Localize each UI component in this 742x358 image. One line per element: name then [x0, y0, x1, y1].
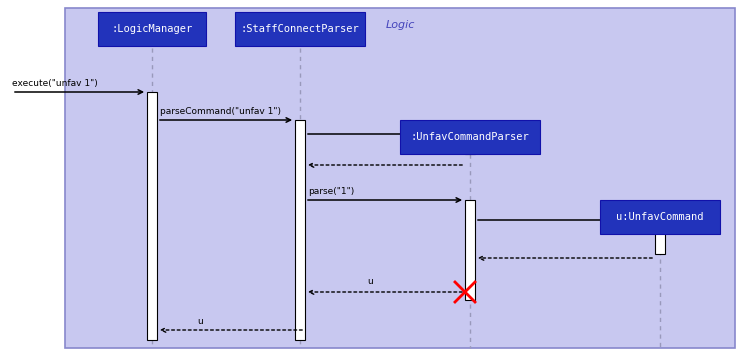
- Bar: [295, 120, 305, 340]
- Text: u:UnfavCommand: u:UnfavCommand: [617, 212, 703, 222]
- Bar: [465, 200, 475, 300]
- Text: parse("1"): parse("1"): [308, 187, 354, 196]
- Text: u: u: [367, 277, 373, 286]
- Bar: [600, 200, 720, 234]
- Text: :LogicManager: :LogicManager: [111, 24, 193, 34]
- Text: :UnfavCommandParser: :UnfavCommandParser: [410, 132, 529, 142]
- Bar: [465, 134, 475, 154]
- Bar: [400, 120, 540, 154]
- Text: Logic: Logic: [385, 20, 415, 30]
- Bar: [655, 220, 665, 254]
- Text: execute("unfav 1"): execute("unfav 1"): [12, 79, 98, 88]
- Text: u: u: [197, 317, 203, 326]
- Text: :StaffConnectParser: :StaffConnectParser: [240, 24, 359, 34]
- Text: parseCommand("unfav 1"): parseCommand("unfav 1"): [160, 107, 281, 116]
- Bar: [235, 12, 365, 46]
- Bar: [147, 92, 157, 340]
- Bar: [98, 12, 206, 46]
